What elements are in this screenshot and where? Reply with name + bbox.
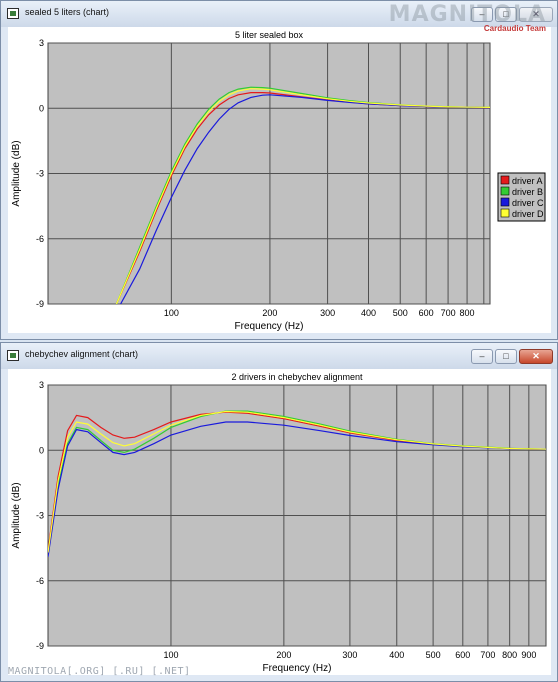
y-tick-label: -6 (36, 234, 44, 244)
chart-title: 5 liter sealed box (235, 30, 304, 40)
y-tick-label: 3 (39, 380, 44, 390)
x-tick-label: 400 (389, 650, 404, 660)
y-tick-label: -3 (36, 169, 44, 179)
x-tick-label: 800 (502, 650, 517, 660)
y-gridlines (48, 42, 490, 305)
window-title: chebychev alignment (chart) (25, 349, 139, 359)
x-tick-label: 800 (460, 308, 475, 318)
x-tick-label: 900 (521, 650, 536, 660)
x-tick-label: 700 (480, 650, 495, 660)
window-app-icon (7, 8, 19, 19)
x-tick-label: 400 (361, 308, 376, 318)
x-tick-label: 500 (393, 308, 408, 318)
chart-title: 2 drivers in chebychev alignment (231, 372, 363, 382)
series-group (115, 86, 490, 304)
x-tick-label: 600 (455, 650, 470, 660)
x-tick-label: 200 (276, 650, 291, 660)
y-tick-label: 3 (39, 38, 44, 48)
chart-area: 5 liter sealed box 100 200 300 400 500 600 700 8… (8, 27, 551, 333)
x-tick-label: 600 (419, 308, 434, 318)
y-tick-label: -9 (36, 299, 44, 309)
series-line-4 (115, 88, 490, 304)
minimize-button[interactable]: – (471, 7, 493, 22)
site-watermark: MAGNITOLA[.ORG] [.RU] [.NET] (8, 666, 191, 677)
y-tick-label: -3 (36, 511, 44, 521)
x-tick-label: 300 (342, 650, 357, 660)
maximize-button[interactable]: □ (495, 7, 517, 22)
y-tick-label: 0 (39, 103, 44, 113)
x-tick-label: 500 (426, 650, 441, 660)
series-group (48, 410, 546, 557)
y-axis-label: Amplitude (dB) (11, 482, 22, 548)
legend-label: driver B (512, 187, 543, 197)
close-button[interactable]: ✕ (519, 7, 553, 22)
y-tick-label: -9 (36, 641, 44, 651)
minimize-button[interactable]: – (471, 349, 493, 364)
window-app-icon (7, 350, 19, 361)
maximize-button[interactable]: □ (495, 349, 517, 364)
chart-area: 2 drivers in chebychev alignment 100 200 30… (8, 369, 551, 675)
x-axis-label: Frequency (Hz) (235, 321, 304, 332)
legend-swatch (500, 175, 510, 185)
legend-label: driver A (512, 176, 543, 186)
y-axis-label: Amplitude (dB) (11, 140, 22, 206)
window-titlebar[interactable]: sealed 5 liters (chart) – □ ✕ (1, 1, 557, 27)
close-button[interactable]: ✕ (519, 349, 553, 364)
legend-swatch (500, 186, 510, 196)
window-title: sealed 5 liters (chart) (25, 7, 110, 17)
legend-swatch (500, 197, 510, 207)
series-line-4 (48, 410, 546, 553)
legend-label: driver C (512, 198, 544, 208)
legend-swatch (500, 208, 510, 218)
series-line-3 (48, 421, 546, 557)
x-axis-label: Frequency (Hz) (263, 663, 332, 674)
y-tick-label: -6 (36, 576, 44, 586)
x-tick-label: 700 (441, 308, 456, 318)
x-tick-label: 200 (262, 308, 277, 318)
x-tick-label: 300 (320, 308, 335, 318)
x-tick-label: 100 (163, 650, 178, 660)
window-titlebar[interactable]: chebychev alignment (chart) – □ ✕ (1, 343, 557, 369)
chart-window-sealed: sealed 5 liters (chart) – □ ✕ 5 liter se… (0, 0, 558, 340)
y-tick-label: 0 (39, 445, 44, 455)
x-tick-label: 100 (164, 308, 179, 318)
chart-window-chebychev: chebychev alignment (chart) – □ ✕ 2 driv… (0, 342, 558, 682)
legend-label: driver D (512, 209, 544, 219)
chart-sealed-box: 5 liter sealed box 100 200 300 400 500 600 700 8… (11, 30, 546, 332)
